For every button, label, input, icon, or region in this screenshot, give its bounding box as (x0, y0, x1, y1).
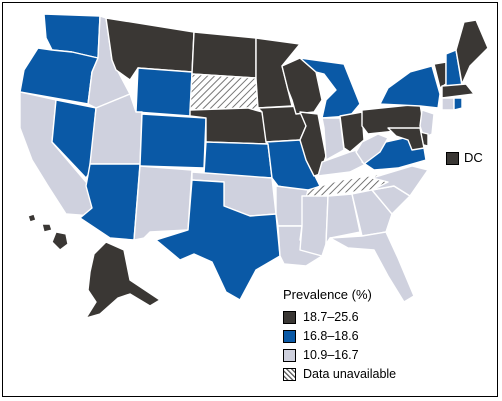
legend-item-mid: 16.8–18.6 (283, 328, 359, 344)
state-ND (191, 31, 257, 79)
state-MS (299, 195, 329, 257)
state-MI (299, 57, 361, 119)
state-CO (139, 113, 207, 169)
state-NY (379, 65, 441, 109)
dc-label: DC (464, 150, 483, 165)
legend-swatch-low (283, 348, 296, 362)
legend-item-low: 10.9–16.7 (283, 347, 359, 363)
state-HI (41, 223, 53, 233)
state-RI (453, 97, 463, 111)
state-TX (155, 179, 281, 301)
state-NM (133, 165, 193, 241)
state-HI (51, 231, 69, 251)
legend-swatch-na (283, 367, 296, 381)
state-HI (27, 213, 37, 223)
legend-label-high: 18.7–25.6 (303, 310, 359, 324)
state-MA (441, 83, 475, 99)
state-MD (387, 127, 425, 151)
legend-label-low: 10.9–16.7 (303, 348, 359, 362)
state-CT (441, 97, 455, 111)
state-FL (329, 231, 415, 303)
state-IL (299, 111, 327, 177)
state-ME (455, 19, 489, 85)
state-WY (135, 67, 193, 117)
legend-label-mid: 16.8–18.6 (303, 329, 359, 343)
legend-item-high: 18.7–25.6 (283, 309, 359, 325)
legend-swatch-high (283, 310, 296, 324)
legend-title: Prevalence (%) (283, 287, 372, 302)
state-AL (325, 193, 361, 245)
state-SD (189, 73, 259, 113)
state-KS (203, 141, 273, 179)
legend-item-na: Data unavailable (283, 366, 396, 382)
state-AK (85, 241, 161, 319)
dc-swatch (446, 152, 459, 165)
legend-swatch-mid (283, 329, 296, 343)
state-WV (355, 133, 389, 165)
legend-label-na: Data unavailable (303, 367, 397, 381)
state-GA (351, 189, 393, 237)
state-IN (321, 117, 345, 161)
state-MN (255, 37, 301, 109)
state-NC (371, 165, 429, 197)
state-OH (339, 111, 365, 153)
